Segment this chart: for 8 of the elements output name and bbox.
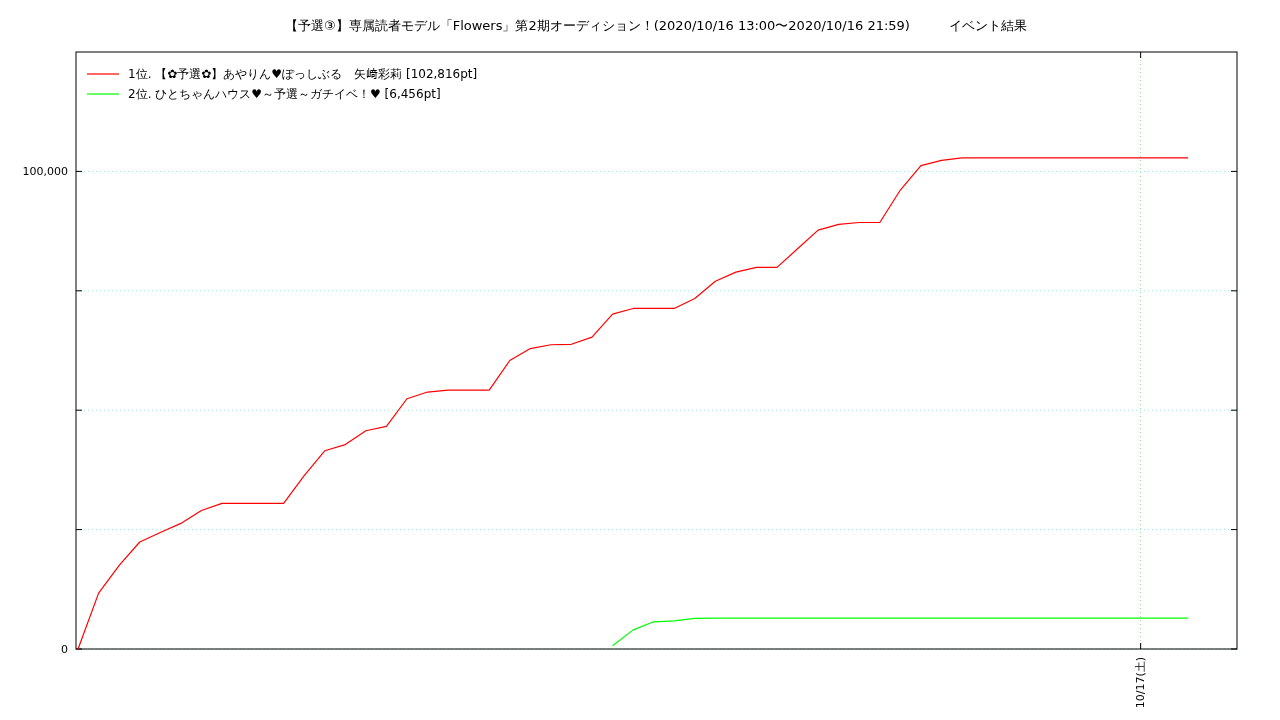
legend-label: 2位. ひとちゃんハウス♥～予選～ガチイベ！♥ [6,456pt] xyxy=(128,87,441,101)
chart-title: 【予選③】専属読者モデル「Flowers」第2期オーディション！(2020/10/16 13:00〜2020/10/16 21:59) イベント結果 xyxy=(285,18,1027,33)
text: 10/17(土) xyxy=(1134,657,1148,709)
legend-label: 1位. 【✿予選✿】あやりん♥ぽっしぶる 矢﨑彩莉 [102,816pt] xyxy=(128,67,478,81)
line-series xyxy=(611,617,1189,647)
line-series xyxy=(77,157,1189,650)
y-tick-label: 0 xyxy=(61,643,68,656)
y-tick-label: 100,000 xyxy=(22,165,68,179)
